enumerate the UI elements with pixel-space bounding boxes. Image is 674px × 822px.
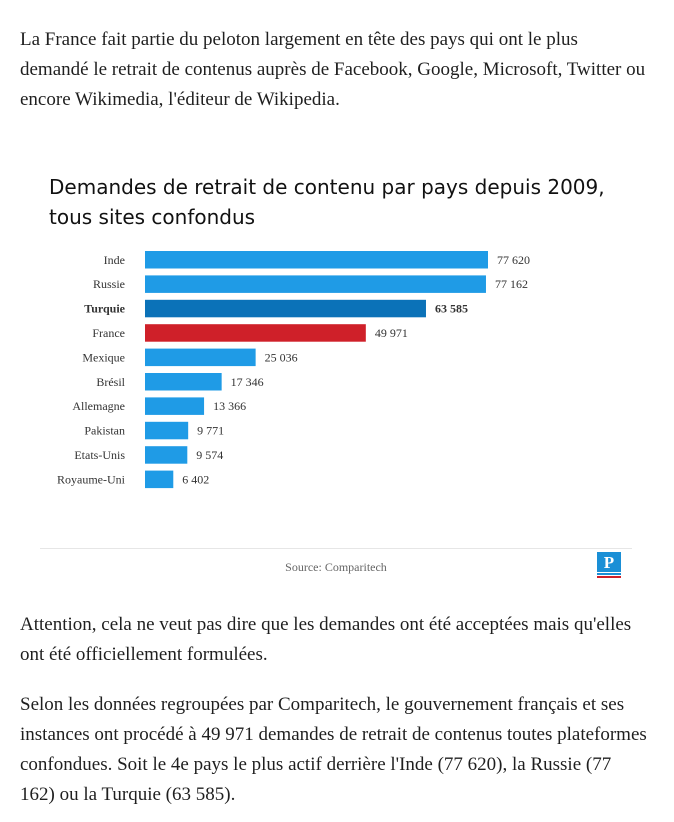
category-label: Royaume-Uni [57, 472, 126, 486]
category-label: Pakistan [84, 424, 125, 438]
bar[interactable] [145, 299, 426, 318]
value-label: 17 346 [231, 375, 264, 389]
value-label: 49 971 [375, 326, 408, 340]
bar[interactable] [145, 470, 174, 489]
value-label: 6 402 [182, 472, 209, 486]
value-label: 63 585 [435, 302, 468, 316]
category-label: Etats-Unis [74, 448, 125, 462]
value-label: 13 366 [213, 399, 246, 413]
chart-divider [40, 548, 632, 549]
category-label: Turquie [84, 302, 125, 316]
category-label: Brésil [96, 375, 125, 389]
category-label: Inde [104, 253, 125, 267]
chart-source: Source: Comparitech [285, 560, 387, 574]
category-label: France [92, 326, 125, 340]
le-parisien-logo-icon[interactable]: P [597, 552, 621, 578]
value-label: 9 574 [196, 448, 223, 462]
bar[interactable] [145, 421, 189, 440]
bar[interactable] [145, 251, 488, 269]
chart-title: Demandes de retrait de contenu par pays … [49, 175, 605, 229]
details-paragraph: Selon les données regroupées par Compari… [20, 694, 647, 805]
value-label: 25 036 [265, 350, 298, 364]
value-label: 77 162 [495, 277, 528, 291]
bar[interactable] [145, 397, 205, 415]
bar[interactable] [145, 373, 222, 391]
attention-paragraph: Attention, cela ne veut pas dire que les… [20, 614, 632, 665]
category-label: Allemagne [72, 399, 125, 413]
chart-card: Inde 77 620 Russie 77 162 Turquie 63 585 Franc… [40, 160, 632, 585]
intro-paragraph: La France fait partie du peloton largeme… [20, 29, 646, 110]
bar-chart: Inde 77 620 Russie 77 162 Turquie 63 585 Franc… [57, 251, 530, 489]
category-label: Russie [93, 277, 125, 291]
value-label: 77 620 [497, 253, 530, 267]
logo-letter: P [604, 553, 614, 572]
category-label: Mexique [82, 350, 125, 364]
value-label: 9 771 [197, 424, 224, 438]
bar[interactable] [145, 324, 366, 342]
bar[interactable] [145, 275, 486, 293]
bar[interactable] [145, 348, 256, 367]
bar[interactable] [145, 446, 188, 464]
